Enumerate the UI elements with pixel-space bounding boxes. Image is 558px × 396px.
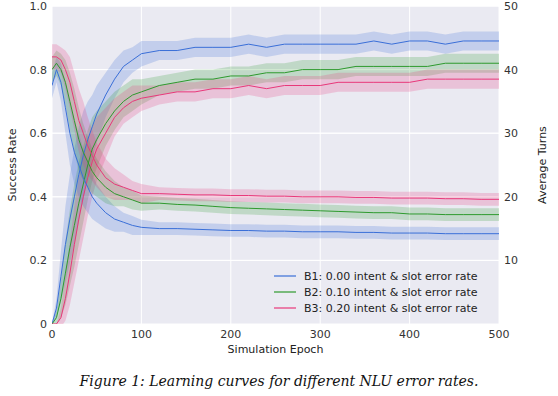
bands <box>52 31 499 324</box>
x-tick-label: 300 <box>310 328 331 341</box>
x-tick-label: 400 <box>399 328 420 341</box>
x-axis-label: Simulation Epoch <box>228 343 324 356</box>
legend-swatch <box>274 275 296 276</box>
y-tick-label: 1.0 <box>30 0 48 13</box>
plot-data <box>52 31 499 324</box>
legend-label: B1: 0.00 intent & slot error rate <box>304 270 478 283</box>
legend-swatch <box>274 291 296 292</box>
y-axis-label: Success Rate <box>6 128 19 201</box>
y-tick-label: 0.2 <box>30 254 48 267</box>
plot-background <box>52 6 499 324</box>
series-line <box>52 63 499 214</box>
grid <box>52 6 499 324</box>
y2-tick-label: 30 <box>504 127 518 140</box>
y2-tick-label: 20 <box>504 191 518 204</box>
y2-grid-line <box>52 133 499 134</box>
y2-grid-line <box>52 260 499 261</box>
x-tick-label: 0 <box>49 328 56 341</box>
x-tick-label: 200 <box>220 328 241 341</box>
series-line <box>52 79 499 324</box>
y-tick-label: 0.8 <box>30 64 48 77</box>
series-line <box>52 63 499 324</box>
legend-label: B3: 0.20 intent & slot error rate <box>304 302 478 315</box>
caption: Figure 1: Learning curves for different … <box>79 373 479 389</box>
y-tick-label: 0 <box>40 318 47 331</box>
x-tick-label: 100 <box>131 328 152 341</box>
y2-tick-label: 40 <box>504 64 518 77</box>
chart: 0 100 200 300 400 500 0 0.2 0.4 0.6 0.8 1.0 10 20 30 40… <box>0 0 558 396</box>
legend: B1: 0.00 intent & slot error rate B2: 0.1… <box>274 270 478 315</box>
y-tick-label: 0.6 <box>30 127 48 140</box>
y2-grid-line <box>52 6 499 7</box>
y2-tick-label: 10 <box>504 254 518 267</box>
y-grid-line <box>52 260 499 261</box>
error-band <box>52 44 499 206</box>
x-tick-label: 500 <box>489 328 510 341</box>
series-line <box>52 57 499 199</box>
y-tick-label: 0.4 <box>30 191 48 204</box>
lines <box>52 41 499 324</box>
y-grid-line <box>52 6 499 7</box>
legend-swatch <box>274 307 296 308</box>
legend-label: B2: 0.10 intent & slot error rate <box>304 286 478 299</box>
series-line <box>52 41 499 324</box>
y2-axis-label: Average Turns <box>536 126 549 204</box>
y2-tick-label: 50 <box>504 0 518 13</box>
y-grid-line <box>52 324 499 325</box>
y-grid-line <box>52 133 499 134</box>
